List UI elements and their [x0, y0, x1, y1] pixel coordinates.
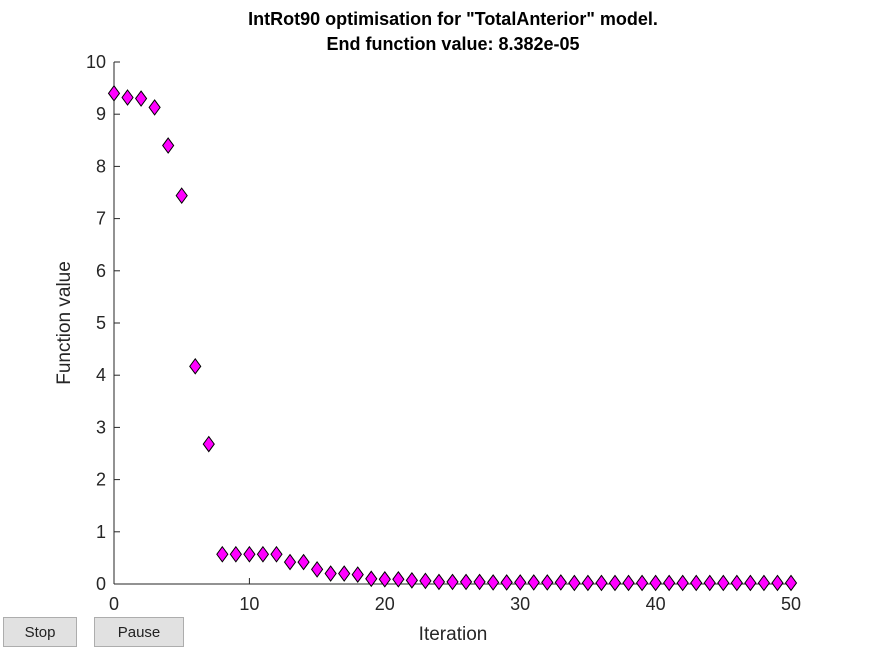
- y-tick-label: 10: [86, 52, 106, 72]
- x-tick-label: 0: [109, 594, 119, 614]
- data-point: [446, 573, 459, 591]
- data-point: [459, 573, 473, 591]
- chart-title-line2: End function value: 8.382e-05: [326, 34, 579, 54]
- data-point: [229, 545, 242, 563]
- data-point: [663, 574, 676, 592]
- data-point: [703, 574, 716, 592]
- data-point: [324, 565, 337, 582]
- data-point: [608, 574, 622, 592]
- y-tick-label: 0: [96, 574, 106, 594]
- y-axis-label: Function value: [54, 261, 75, 385]
- data-point: [500, 574, 513, 591]
- x-axis-label: Iteration: [419, 624, 488, 645]
- data-point: [202, 435, 215, 453]
- y-tick-label: 9: [96, 104, 106, 124]
- x-tick-label: 30: [510, 594, 530, 614]
- y-tick-label: 1: [96, 522, 106, 542]
- data-point: [378, 570, 391, 588]
- data-point: [717, 574, 730, 592]
- data-point: [581, 574, 595, 592]
- data-markers: [107, 84, 798, 592]
- data-point: [432, 573, 446, 591]
- x-tick-label: 50: [781, 594, 801, 614]
- data-point: [527, 574, 540, 591]
- data-point: [162, 137, 175, 154]
- data-point: [107, 84, 121, 102]
- data-point: [784, 574, 798, 592]
- data-point: [310, 561, 324, 578]
- data-point: [175, 187, 188, 204]
- x-tick-label: 40: [646, 594, 666, 614]
- data-point: [486, 574, 500, 591]
- x-tick-label: 10: [239, 594, 259, 614]
- pause-button[interactable]: Pause: [94, 617, 184, 647]
- data-point: [595, 574, 608, 592]
- data-point: [392, 570, 405, 588]
- y-tick-label: 5: [96, 313, 106, 333]
- y-tick-label: 8: [96, 156, 106, 176]
- data-point: [744, 574, 757, 592]
- data-point: [473, 573, 486, 591]
- data-point: [771, 574, 784, 592]
- data-point: [148, 99, 161, 116]
- data-point: [649, 574, 662, 592]
- x-tick-label: 20: [375, 594, 395, 614]
- data-point: [134, 90, 148, 107]
- data-point: [338, 565, 351, 582]
- data-point: [216, 545, 229, 563]
- data-point: [730, 574, 743, 592]
- y-tick-label: 6: [96, 261, 106, 281]
- y-tick-label: 7: [96, 209, 106, 229]
- data-point: [622, 574, 635, 592]
- data-point: [635, 574, 649, 592]
- data-point: [297, 553, 310, 571]
- data-point: [283, 553, 297, 571]
- chart-title-line1: IntRot90 optimisation for "TotalAnterior…: [248, 9, 658, 29]
- data-point: [405, 572, 419, 589]
- y-tick-label: 2: [96, 470, 106, 490]
- plot-axes: 0 10 20 30 40 50 0 1 2 3 4 5 6 7 8 9 10: [86, 52, 801, 614]
- data-point: [554, 574, 567, 591]
- data-point: [351, 566, 364, 583]
- data-point: [121, 89, 134, 106]
- data-point: [690, 574, 703, 592]
- data-point: [365, 570, 378, 588]
- data-point: [568, 574, 581, 592]
- data-point: [243, 545, 256, 563]
- data-point: [676, 574, 689, 592]
- y-tick-label: 4: [96, 365, 106, 385]
- data-point: [541, 574, 554, 591]
- stop-button[interactable]: Stop: [3, 617, 77, 647]
- data-point: [270, 545, 283, 563]
- data-point: [419, 572, 432, 590]
- data-point: [514, 574, 527, 591]
- y-tick-label: 3: [96, 417, 106, 437]
- data-point: [189, 357, 202, 375]
- data-point: [256, 545, 270, 563]
- data-point: [757, 574, 771, 592]
